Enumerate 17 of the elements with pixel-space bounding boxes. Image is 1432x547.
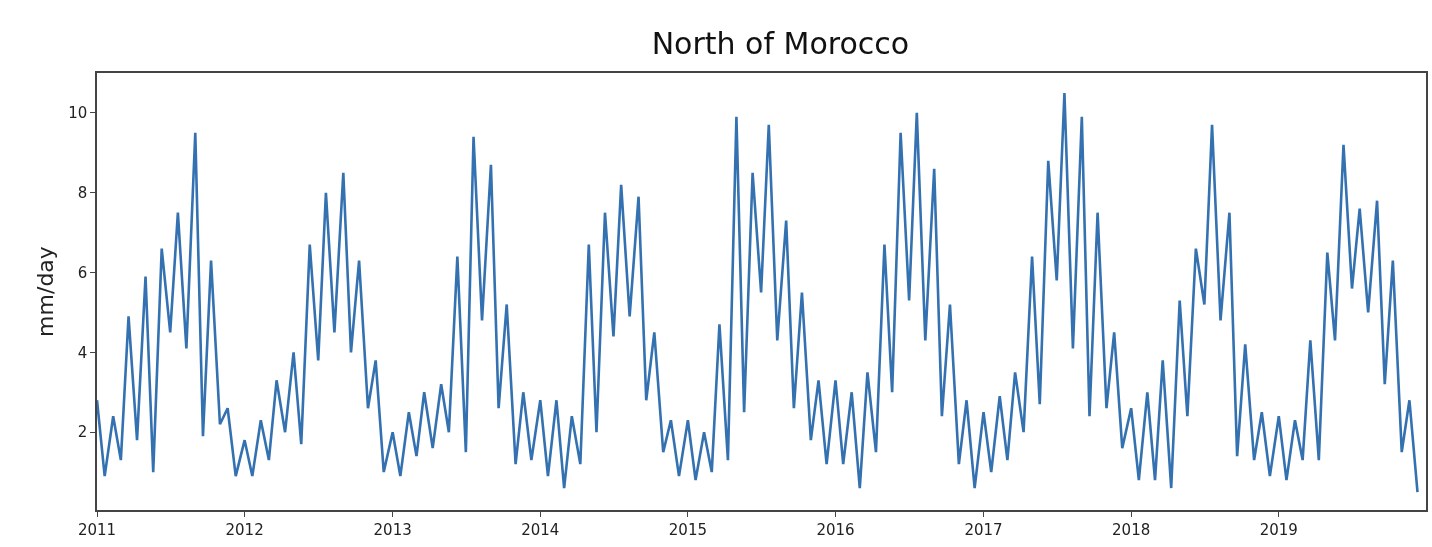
line-series	[97, 91, 1419, 494]
y-tick-label: 6	[77, 263, 88, 282]
y-tick-label: 8	[77, 183, 88, 202]
y-tick-label: 10	[68, 104, 88, 123]
x-tick-label: 2013	[373, 520, 412, 539]
x-tick-label: 2014	[521, 520, 560, 539]
chart-title: North of Morocco	[651, 26, 910, 62]
x-tick-label: 2016	[816, 520, 855, 539]
x-tick-label: 2018	[1112, 520, 1151, 539]
x-tick-label: 2011	[77, 520, 117, 539]
x-tick-label: 2017	[964, 520, 1003, 539]
y-tick-label: 2	[77, 423, 88, 442]
x-tick-label: 2015	[668, 520, 707, 539]
x-tick-label: 2012	[225, 520, 264, 539]
y-tick-label: 4	[77, 343, 88, 362]
y-axis-title: mm/day	[33, 246, 59, 337]
x-tick-label: 2019	[1259, 520, 1298, 539]
